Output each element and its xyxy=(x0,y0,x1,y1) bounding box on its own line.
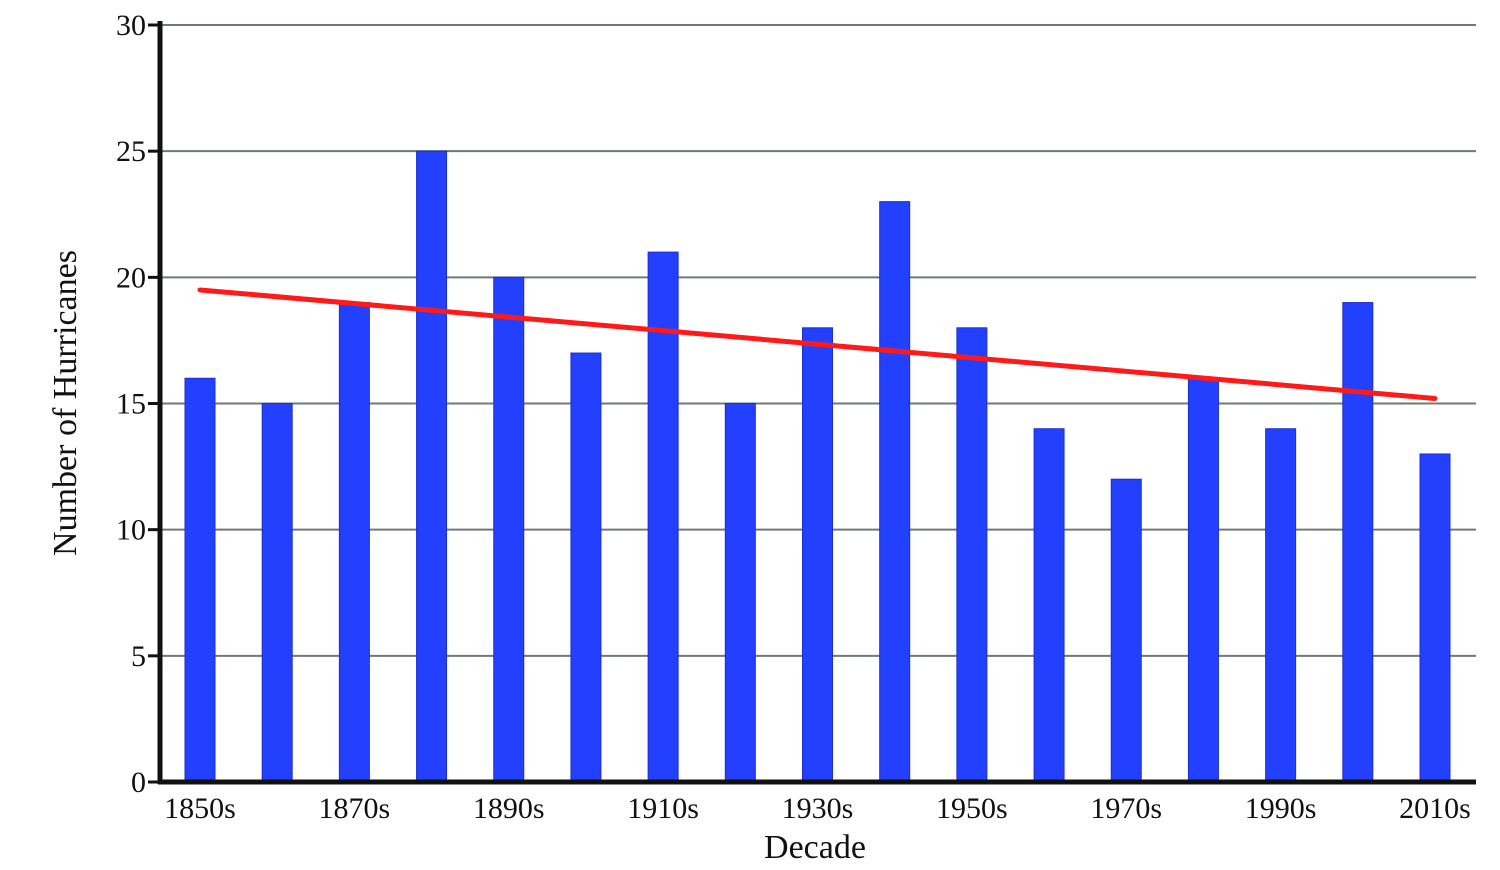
x-tick-label: 1870s xyxy=(319,792,391,825)
bar-1900s xyxy=(570,352,602,783)
y-tick-label: 0 xyxy=(131,766,146,799)
x-tick-label: 1990s xyxy=(1245,792,1317,825)
bar-1950s xyxy=(956,327,988,783)
bar-1940s xyxy=(879,201,911,783)
y-tick-label: 15 xyxy=(116,388,146,421)
bar-1860s xyxy=(261,403,293,783)
bar-1990s xyxy=(1265,428,1297,783)
x-tick-label: 1950s xyxy=(936,792,1008,825)
y-tick-label: 30 xyxy=(116,9,146,42)
x-tick-labels: 1850s 1870s 1890s 1910s 1930s 1950s 1970s 1990s… xyxy=(164,792,1471,825)
bar-1870s xyxy=(338,302,370,783)
bar-1920s xyxy=(724,403,756,783)
x-tick-label: 1890s xyxy=(473,792,545,825)
y-tick-label: 20 xyxy=(116,261,146,294)
x-tick-label: 2010s xyxy=(1399,792,1471,825)
x-tick-label: 1910s xyxy=(627,792,699,825)
x-tick-label: 1970s xyxy=(1090,792,1162,825)
bar-1970s xyxy=(1110,478,1142,783)
x-tick-label: 1930s xyxy=(782,792,854,825)
y-tick-label: 5 xyxy=(131,640,146,673)
bar-2010s xyxy=(1419,453,1451,783)
bar-1930s xyxy=(802,327,833,783)
y-tick-label: 10 xyxy=(116,514,146,547)
bars xyxy=(184,150,1451,783)
trendline xyxy=(197,287,1438,401)
trendline-layer xyxy=(197,287,1438,401)
y-tick-labels: 0 5 10 15 20 25 30 xyxy=(116,9,146,799)
y-axis-title: Number of Hurricanes xyxy=(47,250,84,556)
x-axis-title: Decade xyxy=(764,829,866,866)
bar-2000s xyxy=(1342,302,1374,783)
bar-1850s xyxy=(184,377,216,783)
bar-1980s xyxy=(1187,377,1219,783)
y-tick-label: 25 xyxy=(116,135,146,168)
bar-1880s xyxy=(416,150,448,783)
axes xyxy=(148,21,1476,785)
bar-1890s xyxy=(493,276,525,783)
bar-1960s xyxy=(1033,428,1065,783)
x-tick-label: 1850s xyxy=(164,792,236,825)
